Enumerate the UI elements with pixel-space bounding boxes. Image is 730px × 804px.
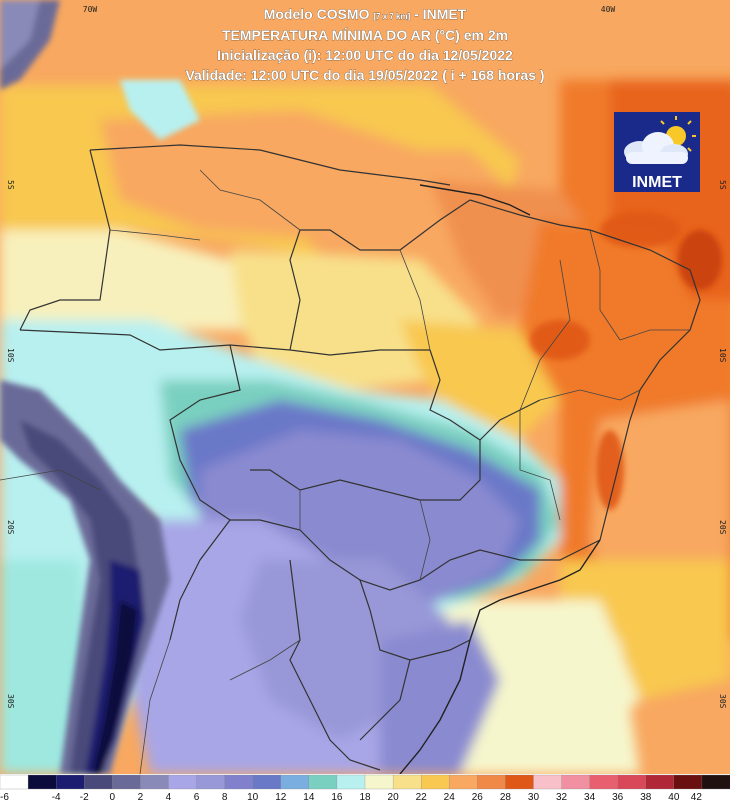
color-scale-swatch	[420, 774, 450, 790]
color-scale-label: 38	[640, 792, 652, 803]
color-scale-swatch	[449, 774, 478, 790]
color-scale-swatch	[140, 774, 170, 790]
color-scale: -6 -4 -2 0 2 4 6 8 10 12 14 16 18 20 22 24 26 28 30 32 34 36 3…	[0, 774, 730, 804]
title-validity: Validade: 12:00 UTC do dia 19/05/2022 ( …	[185, 67, 544, 83]
color-scale-label: 12	[275, 792, 287, 803]
political-borders	[0, 144, 701, 774]
color-scale-label: 22	[416, 792, 428, 803]
color-scale-swatch	[252, 774, 282, 790]
cloud-icon	[624, 132, 688, 164]
color-scale-label: 20	[388, 792, 400, 803]
color-scale-label: 42	[691, 792, 703, 803]
color-scale-swatch	[617, 774, 647, 790]
color-scale-label: 2	[138, 792, 144, 803]
color-scale-swatch	[112, 774, 142, 790]
color-scale-swatch	[701, 774, 730, 790]
title-model: Modelo COSMO [7 x 7 km] - INMET	[264, 6, 467, 22]
color-scale-swatch	[196, 774, 226, 790]
temperature-field	[0, 0, 730, 774]
color-scale-swatch	[280, 774, 310, 790]
color-scale-swatch	[168, 774, 198, 790]
color-scale-swatch	[673, 774, 703, 790]
color-scale-swatch	[589, 774, 619, 790]
color-scale-label: -2	[80, 792, 89, 803]
color-scale-label: 8	[222, 792, 228, 803]
color-scale-label: 0	[110, 792, 116, 803]
color-scale-label: 26	[472, 792, 484, 803]
color-scale-swatch	[533, 774, 563, 790]
coord-right-30s: 30S	[718, 694, 727, 709]
color-scale-label: 30	[528, 792, 540, 803]
color-scale-label: 16	[331, 792, 343, 803]
color-scale-label: 14	[303, 792, 315, 803]
color-scale-swatch	[392, 774, 422, 790]
color-scale-swatch	[56, 774, 85, 790]
coord-right-10s: 10S	[718, 348, 727, 363]
inmet-logo: INMET	[614, 112, 700, 192]
color-scale-swatch	[645, 774, 675, 790]
color-scale-swatch	[336, 774, 366, 790]
coord-left-20s: 20S	[6, 520, 15, 535]
coord-left-10s: 10S	[6, 348, 15, 363]
coordinate-labels: 70W 40W 5S 10S 20S 30S 5S 10S 20S 30S	[6, 5, 727, 709]
color-scale-label: -4	[52, 792, 61, 803]
color-scale-label: 28	[500, 792, 512, 803]
color-scale-label: 18	[359, 792, 371, 803]
color-scale-label: 36	[612, 792, 624, 803]
color-scale-swatch	[364, 774, 394, 790]
title-initialization: Inicialização (i): 12:00 UTC do dia 12/0…	[217, 47, 513, 63]
coord-top-70w: 70W	[83, 5, 98, 14]
andes-cold-band	[0, 0, 200, 774]
coord-right-20s: 20S	[718, 520, 727, 535]
color-scale-label: 40	[668, 792, 680, 803]
color-scale-label: 10	[247, 792, 259, 803]
color-scale-swatch	[84, 774, 113, 790]
coord-left-30s: 30S	[6, 694, 15, 709]
color-scale-swatch	[477, 774, 507, 790]
color-scale-label: 24	[444, 792, 456, 803]
color-scale-label: 4	[166, 792, 172, 803]
color-scale-swatch	[0, 774, 29, 790]
color-scale-swatch	[505, 774, 535, 790]
color-scale-label: 34	[584, 792, 596, 803]
coord-right-5s: 5S	[718, 180, 727, 190]
coord-top-40w: 40W	[601, 5, 616, 14]
color-scale-swatch	[27, 774, 57, 790]
coord-left-5s: 5S	[6, 180, 15, 190]
color-scale-label: -6	[0, 792, 9, 803]
color-scale-label: 32	[556, 792, 568, 803]
inmet-logo-text: INMET	[632, 174, 682, 191]
title-variable: TEMPERATURA MÍNIMA DO AR (°C) em 2m	[222, 27, 508, 43]
map-title: Modelo COSMO [7 x 7 km] - INMET TEMPERAT…	[185, 6, 545, 84]
color-scale-swatch	[308, 774, 338, 790]
color-scale-label: 6	[194, 792, 200, 803]
color-scale-swatch	[224, 774, 254, 790]
color-scale-swatch	[561, 774, 591, 790]
